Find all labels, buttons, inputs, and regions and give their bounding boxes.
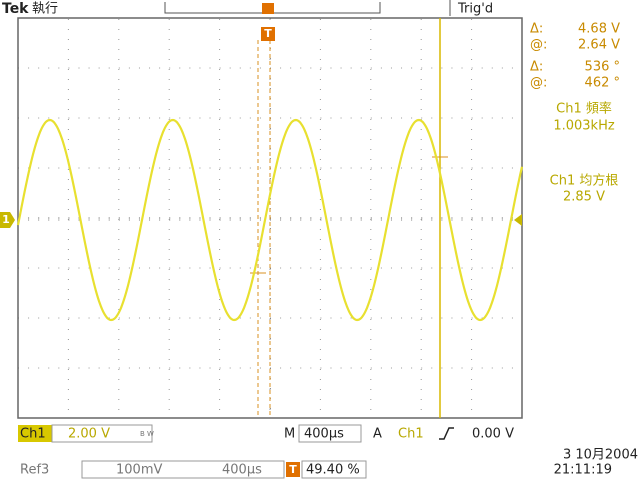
readout-value: 536 ° — [585, 60, 620, 75]
position-box — [301, 460, 367, 479]
channel-box — [18, 425, 52, 442]
date: 3 10月2004 — [563, 448, 638, 463]
trig-level: 0.00 V — [472, 427, 514, 442]
a-label: A — [373, 427, 382, 442]
t-box — [286, 462, 300, 477]
readout-label: @: — [530, 38, 547, 53]
ref-time: 400µs — [222, 463, 262, 478]
ref-volts: 100mV — [116, 463, 162, 478]
trigger-marker-box — [261, 27, 275, 41]
bandwidth: B W — [140, 430, 154, 438]
trigger-status: Trig'd — [457, 2, 493, 17]
measure-label: Ch1 均方根 — [550, 173, 619, 189]
trig-channel: Ch1 — [398, 427, 424, 442]
brand: Tek — [2, 1, 29, 17]
waveform — [16, 118, 524, 322]
readout-label: @: — [530, 76, 547, 91]
readout-value: 462 ° — [585, 76, 620, 91]
ref-box — [81, 460, 285, 479]
volts-box — [51, 424, 153, 443]
t-label: T — [289, 463, 297, 476]
readout-value: 4.68 V — [578, 22, 620, 37]
time: 21:11:19 — [554, 463, 612, 478]
readout-label: Δ: — [530, 60, 543, 75]
m-label: M — [284, 427, 295, 442]
measure-label: Ch1 頻率 — [556, 101, 612, 117]
ref: Ref3 — [20, 463, 49, 478]
readout-label: Δ: — [530, 22, 543, 37]
channel-marker: 1 — [2, 213, 10, 226]
mode: 執行 — [32, 1, 58, 17]
channel-marker-box — [0, 212, 15, 228]
measure-value: 2.85 V — [563, 190, 605, 205]
channel: Ch1 — [20, 427, 46, 442]
slope-icon — [439, 427, 454, 440]
trigger-level — [514, 214, 522, 226]
timebase-box — [298, 424, 362, 443]
timebase: 400µs — [304, 427, 344, 442]
position: 49.40 % — [306, 463, 360, 478]
measure-value: 1.003kHz — [553, 119, 615, 134]
volts: 2.00 V — [68, 427, 110, 442]
trigger-pos — [262, 3, 274, 14]
trigger-marker: T — [264, 27, 272, 40]
readout-value: 2.64 V — [578, 38, 620, 53]
